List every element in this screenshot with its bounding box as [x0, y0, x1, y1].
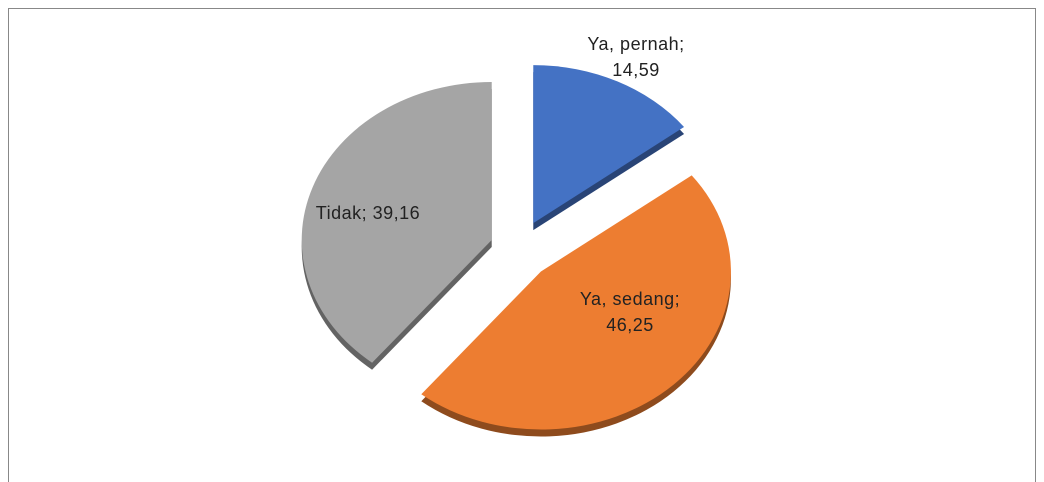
data-label: 14,59 [612, 60, 660, 80]
data-label: Ya, pernah; [587, 34, 684, 54]
chart-frame [8, 8, 1036, 482]
data-label: Tidak; 39,16 [316, 203, 420, 223]
data-label: Ya, sedang; [580, 289, 680, 309]
slice [301, 81, 492, 363]
slice [533, 65, 685, 224]
slice [421, 175, 731, 430]
data-label: 46,25 [606, 315, 654, 335]
